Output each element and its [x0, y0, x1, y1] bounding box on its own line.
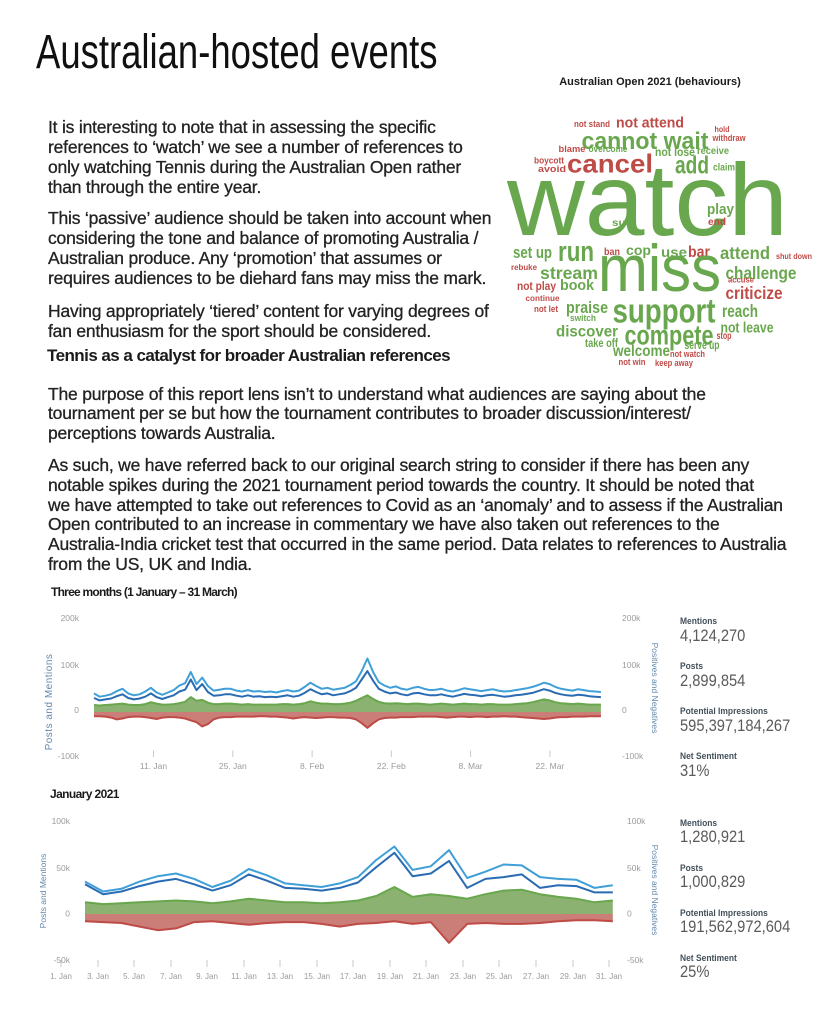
svg-text:not win: not win [619, 357, 646, 368]
svg-text:0: 0 [622, 705, 627, 715]
svg-text:praise: praise [566, 299, 608, 317]
svg-text:play: play [707, 201, 735, 218]
svg-text:continue: continue [526, 293, 560, 303]
svg-text:attend: attend [720, 243, 770, 263]
svg-text:miss: miss [598, 231, 721, 305]
svg-text:23. Jan: 23. Jan [450, 972, 476, 981]
svg-text:Posts and Mentions: Posts and Mentions [38, 854, 48, 929]
svg-text:claim: claim [713, 163, 735, 174]
svg-text:book: book [560, 278, 595, 294]
svg-text:0: 0 [74, 705, 79, 715]
svg-text:50k: 50k [56, 863, 70, 873]
svg-text:sue: sue [612, 217, 632, 229]
svg-text:watch: watch [506, 143, 788, 257]
svg-text:ban: ban [604, 246, 620, 258]
svg-text:criticize: criticize [726, 283, 783, 303]
svg-text:9. Jan: 9. Jan [196, 972, 218, 981]
svg-text:not stand: not stand [574, 119, 610, 129]
svg-text:200k: 200k [622, 613, 641, 623]
svg-text:-50k: -50k [53, 955, 70, 965]
svg-text:21. Jan: 21. Jan [413, 972, 439, 981]
svg-text:8. Feb: 8. Feb [300, 761, 324, 771]
svg-text:50k: 50k [627, 863, 641, 873]
svg-text:31. Jan: 31. Jan [596, 972, 622, 981]
svg-text:add: add [675, 152, 709, 180]
svg-text:switch: switch [570, 313, 596, 323]
svg-text:set up: set up [513, 244, 552, 262]
svg-text:100k: 100k [52, 816, 71, 826]
svg-text:not leave: not leave [721, 321, 774, 337]
svg-text:cannot wait: cannot wait [582, 128, 709, 155]
svg-text:avoid: avoid [538, 164, 566, 175]
svg-text:22. Mar: 22. Mar [535, 761, 564, 771]
svg-text:bar: bar [688, 244, 710, 261]
svg-text:not watch: not watch [670, 349, 705, 360]
svg-text:11. Jan: 11. Jan [231, 972, 257, 981]
svg-text:13. Jan: 13. Jan [267, 972, 293, 981]
svg-text:cancel: cancel [567, 149, 653, 179]
svg-text:shut down: shut down [776, 251, 812, 261]
svg-text:25. Jan: 25. Jan [486, 972, 512, 981]
svg-text:17. Jan: 17. Jan [340, 972, 366, 981]
svg-text:8. Mar: 8. Mar [459, 761, 483, 771]
svg-text:run: run [558, 236, 594, 268]
svg-text:11. Jan: 11. Jan [140, 761, 168, 771]
svg-text:100k: 100k [622, 660, 641, 670]
svg-text:22. Feb: 22. Feb [377, 761, 406, 771]
svg-text:end: end [708, 217, 726, 228]
svg-text:withdraw: withdraw [712, 133, 747, 143]
svg-text:take off: take off [585, 336, 619, 350]
svg-text:not play: not play [517, 279, 556, 293]
svg-text:support: support [613, 293, 716, 331]
svg-text:compete: compete [625, 320, 714, 351]
svg-text:-100k: -100k [622, 751, 644, 761]
svg-text:Positives and Negatives: Positives and Negatives [650, 643, 660, 734]
svg-text:serve up: serve up [685, 338, 720, 352]
svg-text:100k: 100k [61, 660, 80, 670]
svg-text:not attend: not attend [616, 116, 684, 132]
svg-text:blame: blame [559, 144, 586, 155]
svg-text:overcome: overcome [589, 144, 628, 155]
svg-text:-100k: -100k [58, 751, 80, 761]
svg-text:5. Jan: 5. Jan [123, 972, 145, 981]
svg-text:not let: not let [534, 304, 558, 314]
svg-text:-50k: -50k [627, 955, 644, 965]
svg-text:27. Jan: 27. Jan [523, 972, 549, 981]
svg-text:3. Jan: 3. Jan [87, 972, 109, 981]
svg-text:200k: 200k [61, 613, 80, 623]
svg-text:not lose: not lose [655, 145, 695, 159]
svg-text:rebuke: rebuke [511, 262, 537, 272]
svg-text:boycott: boycott [534, 156, 565, 167]
svg-text:keep away: keep away [655, 358, 694, 369]
svg-text:100k: 100k [627, 816, 646, 826]
svg-text:0: 0 [65, 909, 70, 919]
svg-text:discover: discover [556, 324, 618, 341]
svg-text:cop: cop [626, 243, 651, 258]
svg-text:25. Jan: 25. Jan [219, 761, 247, 771]
svg-text:welcome: welcome [612, 343, 670, 360]
svg-text:1. Jan: 1. Jan [50, 972, 72, 981]
svg-text:challenge: challenge [726, 263, 797, 283]
svg-text:29. Jan: 29. Jan [560, 972, 586, 981]
svg-text:Positives and Negatives: Positives and Negatives [650, 845, 660, 936]
svg-text:use: use [661, 245, 688, 260]
svg-text:stop: stop [717, 330, 732, 342]
svg-text:hold: hold [715, 124, 730, 134]
svg-text:Posts and Mentions: Posts and Mentions [44, 654, 55, 751]
svg-text:0: 0 [627, 909, 632, 919]
svg-text:19. Jan: 19. Jan [377, 972, 403, 981]
svg-text:accuse: accuse [728, 275, 754, 285]
svg-text:7. Jan: 7. Jan [160, 972, 182, 981]
svg-text:stream: stream [540, 263, 598, 283]
svg-text:15. Jan: 15. Jan [304, 972, 330, 981]
svg-text:reach: reach [722, 301, 758, 321]
svg-text:receive: receive [697, 145, 729, 157]
